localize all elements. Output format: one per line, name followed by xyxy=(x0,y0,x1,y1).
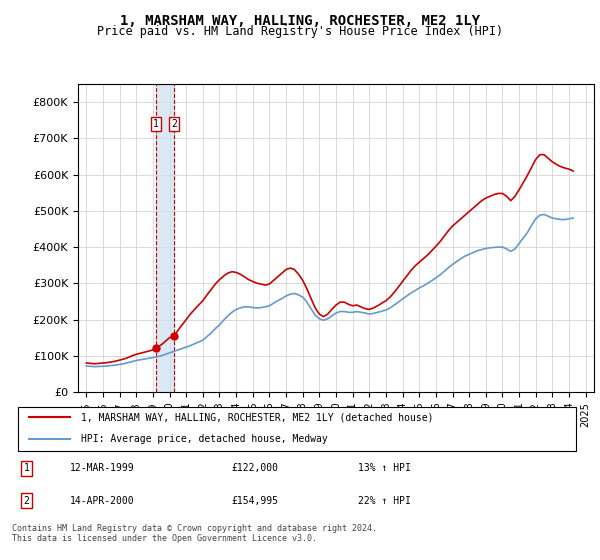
Text: 2: 2 xyxy=(171,119,177,129)
Text: £154,995: £154,995 xyxy=(231,496,278,506)
Text: £122,000: £122,000 xyxy=(231,463,278,473)
Text: 2: 2 xyxy=(23,496,29,506)
Text: 14-APR-2000: 14-APR-2000 xyxy=(70,496,134,506)
Text: 1: 1 xyxy=(153,119,159,129)
Text: 22% ↑ HPI: 22% ↑ HPI xyxy=(358,496,410,506)
Bar xyxy=(156,84,174,392)
Text: HPI: Average price, detached house, Medway: HPI: Average price, detached house, Medw… xyxy=(81,435,328,445)
Text: Contains HM Land Registry data © Crown copyright and database right 2024.
This d: Contains HM Land Registry data © Crown c… xyxy=(12,524,377,543)
Text: 1: 1 xyxy=(23,463,29,473)
Text: 1, MARSHAM WAY, HALLING, ROCHESTER, ME2 1LY (detached house): 1, MARSHAM WAY, HALLING, ROCHESTER, ME2 … xyxy=(81,412,434,422)
Text: 1, MARSHAM WAY, HALLING, ROCHESTER, ME2 1LY: 1, MARSHAM WAY, HALLING, ROCHESTER, ME2 … xyxy=(120,14,480,28)
Text: 13% ↑ HPI: 13% ↑ HPI xyxy=(358,463,410,473)
Text: Price paid vs. HM Land Registry's House Price Index (HPI): Price paid vs. HM Land Registry's House … xyxy=(97,25,503,38)
Text: 12-MAR-1999: 12-MAR-1999 xyxy=(70,463,134,473)
FancyBboxPatch shape xyxy=(18,407,577,451)
